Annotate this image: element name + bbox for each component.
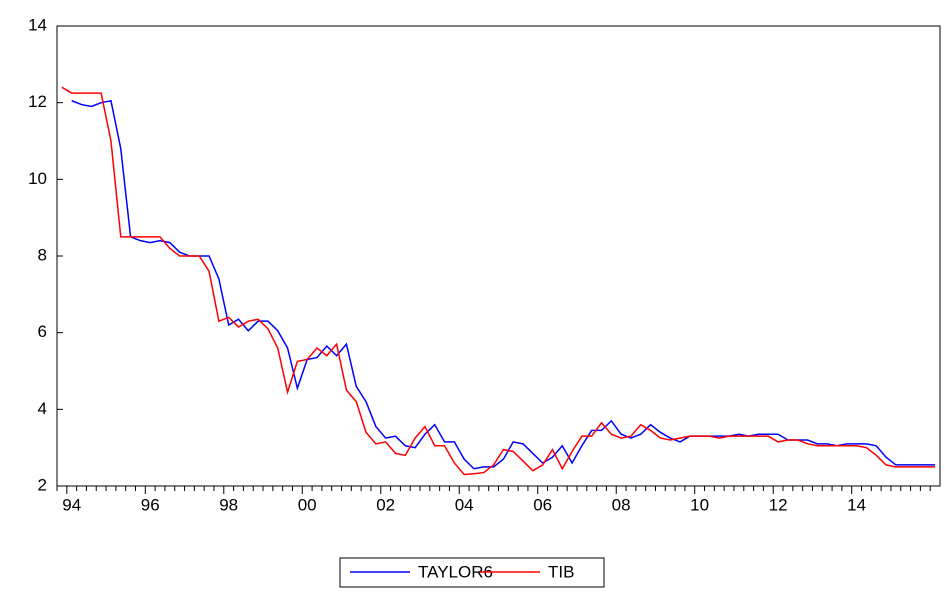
x-tick-label: 08 [612, 495, 631, 514]
y-tick-label: 4 [38, 399, 47, 418]
x-tick-label: 04 [455, 495, 474, 514]
legend-label: TAYLOR6 [418, 562, 493, 581]
x-tick-label: 94 [62, 495, 81, 514]
x-tick-label: 14 [847, 495, 866, 514]
x-tick-label: 02 [376, 495, 395, 514]
x-tick-label: 98 [219, 495, 238, 514]
y-tick-label: 2 [38, 475, 47, 494]
y-tick-label: 6 [38, 322, 47, 341]
legend-label: TIB [548, 562, 574, 581]
x-tick-label: 10 [690, 495, 709, 514]
y-tick-label: 8 [38, 245, 47, 264]
y-tick-label: 10 [28, 169, 47, 188]
x-tick-label: 12 [769, 495, 788, 514]
x-tick-label: 06 [533, 495, 552, 514]
y-tick-label: 14 [28, 15, 47, 34]
series-line [71, 99, 936, 470]
series-line [61, 86, 936, 476]
y-tick-label: 12 [28, 92, 47, 111]
x-tick-label: 00 [298, 495, 317, 514]
x-tick-label: 96 [141, 495, 160, 514]
